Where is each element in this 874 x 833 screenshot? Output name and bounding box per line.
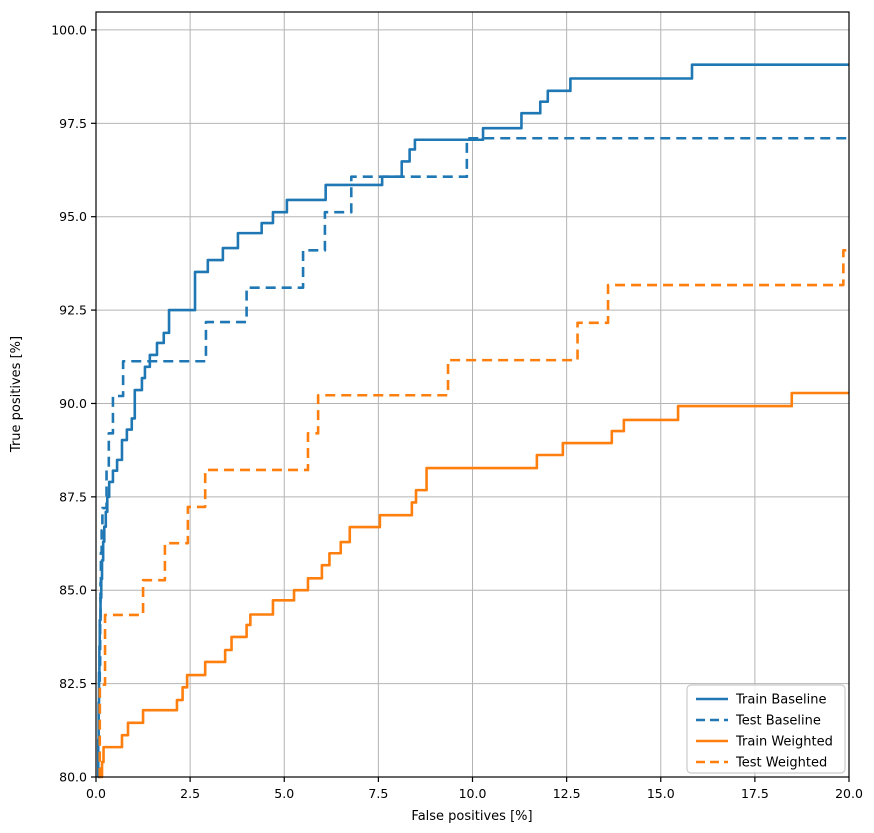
legend-label: Train Weighted <box>735 735 833 750</box>
axis-ticks: 0.0 2.5 5.0 7.5 10.0 12.5 15.0 17.5 20.0 80.0 82.5… <box>51 22 863 801</box>
y-tick-label: 97.5 <box>59 116 87 131</box>
series-test-weighted <box>98 249 849 779</box>
y-tick-label: 95.0 <box>59 209 87 224</box>
y-tick-label: 82.5 <box>59 676 87 691</box>
legend-label: Train Baseline <box>735 693 826 708</box>
x-tick-label: 20.0 <box>835 786 863 801</box>
y-tick-label: 92.5 <box>59 303 87 318</box>
legend: Train Baseline Test Baseline Train Weighte… <box>686 684 846 774</box>
y-tick-label: 100.0 <box>51 22 87 37</box>
series-train-weighted <box>100 391 849 779</box>
legend-item-test-baseline: Test Baseline <box>696 714 821 729</box>
x-tick-label: 12.5 <box>553 786 581 801</box>
x-tick-label: 2.5 <box>180 786 200 801</box>
y-axis-label: True positives [%] <box>9 336 24 453</box>
x-tick-label: 0.0 <box>86 786 106 801</box>
series-test-baseline <box>98 136 849 779</box>
legend-box <box>686 684 846 774</box>
x-axis-label: False positives [%] <box>411 809 532 824</box>
x-tick-label: 15.0 <box>647 786 675 801</box>
y-tick-label: 90.0 <box>59 396 87 411</box>
curves <box>96 63 849 779</box>
legend-item-train-baseline: Train Baseline <box>696 693 826 708</box>
legend-item-train-weighted: Train Weighted <box>696 735 833 750</box>
x-tick-label: 17.5 <box>741 786 769 801</box>
series-train-baseline <box>96 63 849 779</box>
legend-label: Test Weighted <box>735 756 827 771</box>
y-tick-label: 85.0 <box>59 583 87 598</box>
y-tick-label: 80.0 <box>59 770 87 785</box>
x-tick-label: 5.0 <box>274 786 294 801</box>
legend-item-test-weighted: Test Weighted <box>696 756 827 771</box>
legend-label: Test Baseline <box>735 714 821 729</box>
y-tick-label: 87.5 <box>59 489 87 504</box>
x-tick-label: 10.0 <box>459 786 487 801</box>
x-tick-label: 7.5 <box>368 786 388 801</box>
